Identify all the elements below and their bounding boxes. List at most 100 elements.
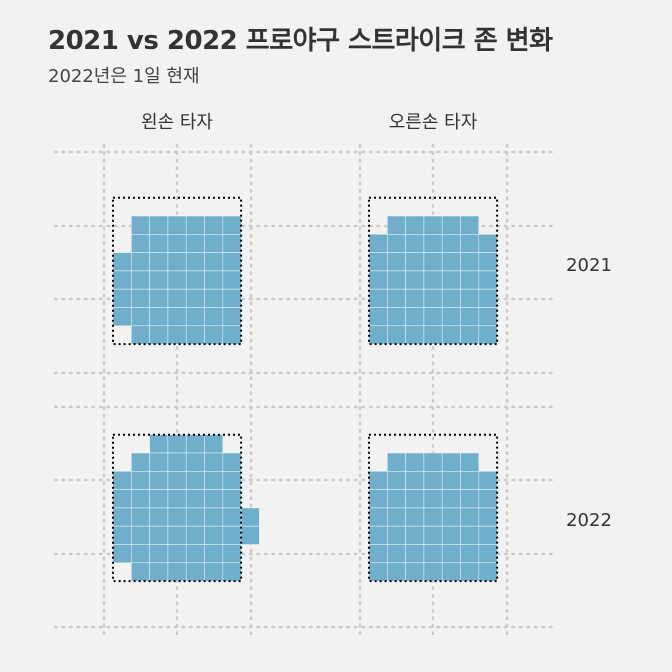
zone-cell [185, 507, 205, 527]
zone-cell [423, 470, 443, 490]
zone-cell [441, 307, 461, 327]
zone-cell [386, 325, 406, 345]
zone-cell [204, 434, 224, 454]
zone-cell [222, 288, 242, 308]
zone-cell [386, 470, 406, 490]
zone-cell [368, 252, 388, 272]
zone-cell [478, 470, 498, 490]
zone-cell [240, 507, 260, 527]
zone-cell [460, 544, 480, 564]
zone-cell [368, 544, 388, 564]
zone-cell [112, 525, 132, 545]
zone-cell [240, 525, 260, 545]
zone-cell [460, 452, 480, 472]
zone-cell [386, 234, 406, 253]
zone-cell [167, 234, 187, 253]
zone-cell [405, 215, 425, 235]
zone-cell [405, 470, 425, 490]
zone-cell [167, 252, 187, 272]
zone-cell [149, 434, 169, 454]
zone-cell [112, 489, 132, 509]
column-label-right-batter: 오른손 타자 [389, 112, 478, 133]
zone-cell [441, 562, 461, 582]
zone-cell [185, 325, 205, 345]
zone-cell [405, 507, 425, 527]
zone-cell [441, 325, 461, 345]
zone-cell [386, 544, 406, 564]
zone-cell [405, 270, 425, 290]
zone-cell [149, 507, 169, 527]
zone-cell [149, 215, 169, 235]
zone-cell [460, 470, 480, 490]
zone-cell [204, 489, 224, 509]
zone-cell [441, 288, 461, 308]
zone-cell [460, 252, 480, 272]
zone-cell [423, 288, 443, 308]
zone-cell [478, 270, 498, 290]
zone-cell [368, 470, 388, 490]
zone-cell [131, 452, 150, 472]
zone-cell [441, 544, 461, 564]
rulebook-zone-outline [368, 196, 499, 346]
zone-cell [204, 288, 224, 308]
zone-cell [149, 325, 169, 345]
zone-cells [112, 215, 498, 582]
zone-cell [368, 234, 388, 253]
zone-cell [167, 489, 187, 509]
row-label-2022: 2022 [566, 510, 612, 531]
zone-cell [167, 507, 187, 527]
zone-cell [441, 234, 461, 253]
zone-cell [386, 562, 406, 582]
zone-cell [386, 270, 406, 290]
zone-cell [112, 544, 132, 564]
zone-cell [167, 544, 187, 564]
zone-cell [478, 562, 498, 582]
zone-cell [478, 234, 498, 253]
zone-cell [405, 252, 425, 272]
zone-cell [368, 507, 388, 527]
zone-cell [185, 452, 205, 472]
zone-cell [405, 525, 425, 545]
zone-cell [204, 307, 224, 327]
zone-cell [131, 525, 150, 545]
zone-cell [423, 452, 443, 472]
chart-subtitle: 2022년은 1일 현재 [48, 66, 200, 87]
zone-cell [149, 452, 169, 472]
zone-cell [185, 489, 205, 509]
zone-cell [460, 270, 480, 290]
zone-cell [149, 252, 169, 272]
rulebook-zone-outline [368, 433, 499, 583]
zone-cell [441, 525, 461, 545]
zone-cell [185, 434, 205, 454]
zone-cell [167, 270, 187, 290]
zone-cell [149, 307, 169, 327]
rulebook-zone-outline [112, 433, 243, 583]
zone-cell [112, 307, 132, 327]
zone-cell [423, 307, 443, 327]
zone-cell [131, 252, 150, 272]
zone-cell [222, 544, 242, 564]
zone-cell [405, 288, 425, 308]
zone-cell [112, 288, 132, 308]
zone-cell [131, 470, 150, 490]
zone-cell [167, 452, 187, 472]
zone-cell [222, 507, 242, 527]
zone-cell [112, 252, 132, 272]
chart-title: 2021 vs 2022 프로야구 스트라이크 존 변화 [48, 26, 553, 56]
zone-cell [204, 452, 224, 472]
row-label-2021: 2021 [566, 255, 612, 276]
zone-cell [185, 544, 205, 564]
zone-cell [405, 234, 425, 253]
zone-cell [204, 470, 224, 490]
zone-cell [222, 252, 242, 272]
zone-cell [368, 562, 388, 582]
zone-cell [478, 252, 498, 272]
zone-cell [368, 270, 388, 290]
zone-cell [460, 325, 480, 345]
zone-cell [441, 252, 461, 272]
zone-cell [185, 307, 205, 327]
zone-cell [460, 507, 480, 527]
zone-cell [167, 562, 187, 582]
zone-cell [185, 525, 205, 545]
